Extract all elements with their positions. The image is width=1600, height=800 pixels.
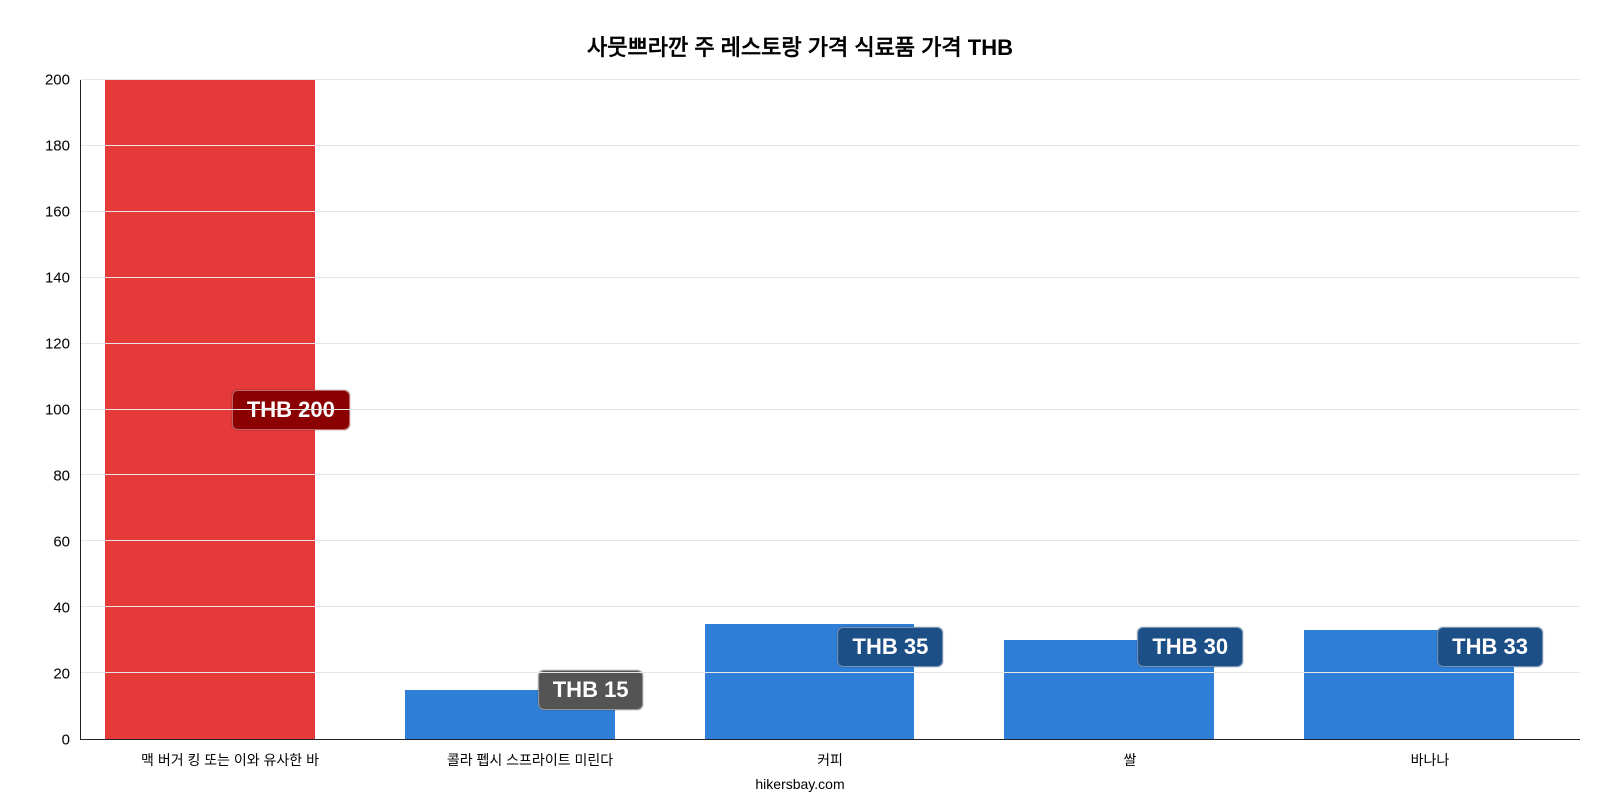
y-tick-label: 0 (62, 732, 70, 749)
y-tick-label: 160 (45, 204, 70, 221)
y-tick-label: 80 (53, 468, 70, 485)
y-tick-label: 180 (45, 138, 70, 155)
y-tick-label: 20 (53, 666, 70, 683)
y-tick-label: 200 (45, 72, 70, 89)
x-tick-label: 바나나 (1280, 740, 1580, 770)
bar-slot: THB 33 (1280, 80, 1580, 739)
value-badge: THB 15 (538, 670, 644, 710)
gridline (81, 79, 1580, 80)
gridline (81, 540, 1580, 541)
gridline (81, 145, 1580, 146)
y-tick-label: 140 (45, 270, 70, 287)
y-tick-label: 40 (53, 600, 70, 617)
gridline (81, 409, 1580, 410)
bar-slot: THB 200 (81, 80, 381, 739)
chart-title: 사뭇쁘라깐 주 레스토랑 가격 식료품 가격 THB (20, 30, 1580, 62)
x-tick-label: 쌀 (980, 740, 1280, 770)
gridline (81, 277, 1580, 278)
gridline (81, 343, 1580, 344)
value-badge: THB 200 (232, 390, 350, 430)
gridline (81, 211, 1580, 212)
y-axis: 020406080100120140160180200 (20, 80, 80, 740)
gridline (81, 606, 1580, 607)
x-axis-labels: 맥 버거 킹 또는 이와 유사한 바콜라 펩시 스프라이트 미린다커피쌀바나나 (80, 740, 1580, 770)
plot-area: THB 200 THB 15 THB 35 THB 30 THB 33 (80, 80, 1580, 740)
x-tick-label: 콜라 펩시 스프라이트 미린다 (380, 740, 680, 770)
plot-row: 020406080100120140160180200 THB 200THB 1… (20, 80, 1580, 740)
x-tick-label: 맥 버거 킹 또는 이와 유사한 바 (80, 740, 380, 770)
bars-container: THB 200 THB 15 THB 35 THB 30 THB 33 (81, 80, 1580, 739)
x-tick-label: 커피 (680, 740, 980, 770)
bar-slot: THB 35 (681, 80, 981, 739)
gridline (81, 672, 1580, 673)
value-badge: THB 35 (838, 627, 944, 667)
bar-slot: THB 30 (980, 80, 1280, 739)
value-badge: THB 33 (1437, 627, 1543, 667)
gridline (81, 474, 1580, 475)
y-tick-label: 60 (53, 534, 70, 551)
price-bar-chart: 사뭇쁘라깐 주 레스토랑 가격 식료품 가격 THB 0 20 40 60 80 100 1… (0, 0, 1600, 800)
chart-footer: hikersbay.com (20, 776, 1580, 792)
value-badge: THB 30 (1137, 627, 1243, 667)
y-tick-label: 120 (45, 336, 70, 353)
y-tick-label: 100 (45, 402, 70, 419)
bar-slot: THB 15 (381, 80, 681, 739)
